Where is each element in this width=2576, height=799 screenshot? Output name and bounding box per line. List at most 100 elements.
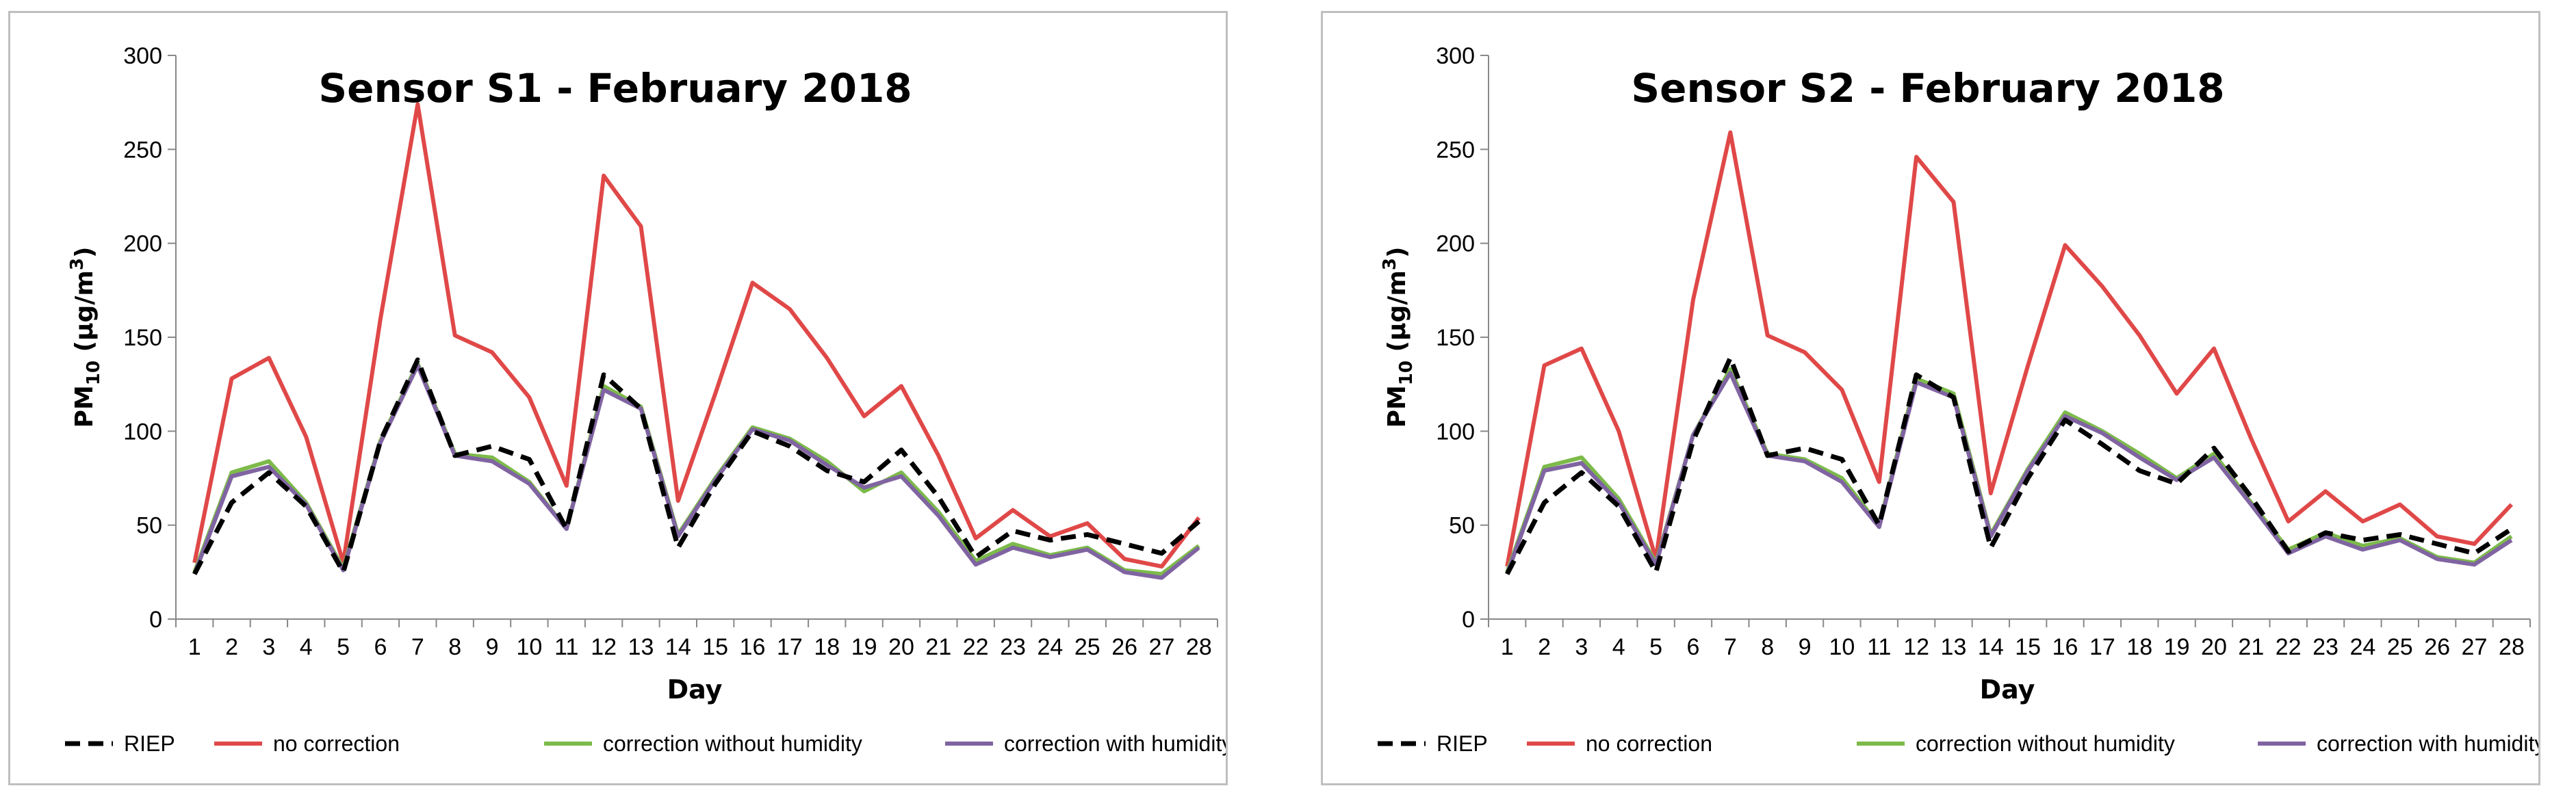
x-tick-label: 25	[2387, 634, 2413, 660]
x-tick-label: 15	[702, 634, 728, 660]
x-tick-label: 17	[2089, 634, 2115, 660]
x-tick-label: 19	[2164, 634, 2190, 660]
legend-label-correction-with-humidity: correction with humidity	[1004, 731, 1226, 756]
series-line-correction-with-humidity	[192, 363, 1200, 580]
y-tick-label: 0	[1462, 607, 1475, 633]
y-tick-label: 50	[1449, 513, 1475, 539]
x-tick-label: 1	[1501, 634, 1514, 660]
x-tick-label: 10	[1829, 634, 1855, 660]
x-tick-label: 24	[2349, 634, 2375, 660]
legend-label-no-correction: no correction	[1586, 731, 1712, 756]
legend-label-riep: RIEP	[1437, 731, 1488, 756]
x-tick-label: 7	[1724, 634, 1737, 660]
x-tick-label: 16	[2052, 634, 2078, 660]
y-axis-label-sup: 3	[67, 258, 88, 270]
x-tick-label: 23	[2313, 634, 2339, 660]
x-tick-label: 18	[2126, 634, 2152, 660]
x-tick-label: 5	[337, 634, 350, 660]
y-tick-label: 250	[123, 137, 162, 163]
x-tick-label: 14	[665, 634, 691, 660]
y-axis-label-sub: 10	[83, 361, 104, 385]
y-tick-label: 150	[123, 325, 162, 351]
x-tick-label: 9	[486, 634, 499, 660]
x-tick-label: 12	[1903, 634, 1929, 660]
x-tick-label: 21	[2238, 634, 2264, 660]
x-axis-label: Day	[667, 674, 723, 705]
y-axis-label-sub: 10	[1396, 361, 1417, 385]
y-axis-label-unit: (µg/m	[70, 270, 99, 361]
x-tick-label: 26	[2424, 634, 2450, 660]
x-tick-label: 5	[1649, 634, 1662, 660]
x-tick-label: 18	[814, 634, 840, 660]
chart-panel-s2: 0 50 100 150 200 250 300 1 2 3 4 5 6 7 8 9 10 11 12 13 14 15 1…	[1321, 11, 2540, 785]
x-tick-label: 4	[300, 634, 313, 660]
y-axis-label: PM10 (µg/m3)	[67, 247, 104, 428]
y-axis-label-unit: (µg/m	[1383, 270, 1411, 361]
x-tick-label: 13	[628, 634, 654, 660]
x-tick-label: 19	[851, 634, 877, 660]
legend-label-correction-without-humidity: correction without humidity	[603, 731, 862, 756]
x-tick-label: 25	[1074, 634, 1100, 660]
x-tick-label: 1	[188, 634, 201, 660]
y-axis-label-close: )	[70, 247, 99, 258]
y-tick-label: 0	[149, 607, 162, 633]
x-tick-label: 13	[1941, 634, 1967, 660]
x-tick-label: 3	[262, 634, 275, 660]
legend-label-correction-without-humidity: correction without humidity	[1916, 731, 2175, 756]
x-tick-label: 20	[888, 634, 914, 660]
y-tick-label: 200	[123, 231, 162, 257]
x-tick-label: 14	[1978, 634, 2004, 660]
y-tick-label: 200	[1436, 231, 1475, 257]
x-tick-label: 26	[1111, 634, 1137, 660]
x-tick-label: 12	[591, 634, 617, 660]
x-tick-label: 6	[374, 634, 387, 660]
y-axis-label-sup: 3	[1380, 258, 1400, 270]
x-tick-label: 8	[1761, 634, 1774, 660]
legend-label-no-correction: no correction	[273, 731, 400, 756]
x-tick-label: 15	[2015, 634, 2041, 660]
y-axis-label-main: PM	[70, 385, 99, 428]
x-tick-label: 7	[411, 634, 424, 660]
x-tick-label: 28	[1186, 634, 1212, 660]
y-axis-label: PM10 (µg/m3)	[1380, 247, 1417, 428]
chart-panel-s1: 0 50 100 150 200 250 300 1 2 3 4 5 6 7 8 9 10 11 12 13 14 15 1…	[8, 11, 1228, 785]
y-tick-label: 100	[1436, 419, 1475, 445]
x-tick-label: 2	[1538, 634, 1551, 660]
x-tick-label: 27	[2462, 634, 2488, 660]
y-tick-label: 50	[136, 513, 162, 539]
x-tick-label: 17	[777, 634, 803, 660]
y-tick-label: 100	[123, 419, 162, 445]
y-axis-label-main: PM	[1383, 385, 1411, 428]
x-tick-label: 22	[963, 634, 989, 660]
x-tick-label: 10	[516, 634, 542, 660]
x-tick-label: 11	[554, 634, 578, 660]
y-tick-label: 150	[1436, 325, 1475, 351]
y-tick-label: 300	[123, 43, 162, 69]
legend-label-correction-with-humidity: correction with humidity	[2317, 731, 2538, 756]
x-tick-label: 16	[740, 634, 766, 660]
x-tick-label: 27	[1149, 634, 1175, 660]
x-tick-label: 28	[2499, 634, 2525, 660]
series-line-no-correction	[192, 102, 1201, 569]
x-tick-label: 2	[225, 634, 238, 660]
x-tick-label: 8	[448, 634, 461, 660]
x-tick-label: 9	[1799, 634, 1812, 660]
chart-title: Sensor S1 - February 2018	[318, 65, 912, 112]
x-tick-label: 20	[2201, 634, 2227, 660]
series-line-riep	[192, 357, 1201, 575]
x-tick-label: 24	[1037, 634, 1063, 660]
x-tick-label: 22	[2276, 634, 2302, 660]
x-tick-label: 4	[1612, 634, 1625, 660]
y-tick-label: 250	[1436, 137, 1475, 163]
x-tick-label: 6	[1687, 634, 1700, 660]
chart-title: Sensor S2 - February 2018	[1631, 65, 2224, 112]
x-tick-label: 23	[1000, 634, 1026, 660]
legend-label-riep: RIEP	[124, 731, 175, 756]
y-axis-label-close: )	[1383, 247, 1411, 258]
y-tick-label: 300	[1436, 43, 1475, 69]
x-tick-label: 3	[1575, 634, 1588, 660]
x-axis-label: Day	[1980, 674, 2035, 705]
series-line-no-correction	[1505, 130, 2513, 567]
